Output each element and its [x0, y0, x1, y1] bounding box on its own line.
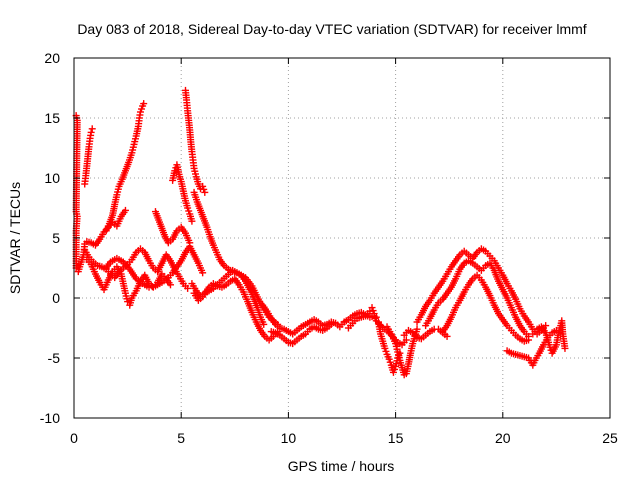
- data-point: [443, 332, 451, 340]
- chart-title: Day 083 of 2018, Sidereal Day-to-day VTE…: [77, 21, 586, 37]
- data-point: [166, 281, 174, 289]
- y-axis-label: SDTVAR / TECUs: [7, 182, 23, 294]
- y-tick-label: 15: [44, 110, 60, 126]
- y-tick-label: 10: [44, 170, 60, 186]
- x-tick-label: 5: [177, 430, 185, 446]
- data-point: [188, 217, 196, 225]
- data-point: [184, 284, 192, 292]
- data-point: [199, 269, 207, 277]
- data-point: [372, 313, 380, 321]
- y-tick-labels: -10 -5 0 5 10 15 20: [40, 50, 60, 426]
- data-point: [186, 239, 194, 247]
- data-point: [413, 325, 421, 333]
- axis-ticks: [73, 57, 611, 419]
- data-point: [140, 100, 148, 108]
- data-point: [260, 320, 268, 328]
- y-tick-label: -5: [48, 350, 61, 366]
- data-point: [525, 336, 533, 344]
- data-point: [561, 344, 569, 352]
- y-tick-label: -10: [40, 410, 60, 426]
- x-tick-label: 0: [70, 430, 78, 446]
- x-axis-label: GPS time / hours: [288, 458, 395, 474]
- x-tick-label: 25: [602, 430, 618, 446]
- x-tick-label: 15: [388, 430, 404, 446]
- y-tick-label: 0: [52, 290, 60, 306]
- y-tick-label: 5: [52, 230, 60, 246]
- y-tick-label: 20: [44, 50, 60, 66]
- data-point: [327, 320, 335, 328]
- data-points: [72, 86, 569, 379]
- data-point: [201, 188, 209, 196]
- grid: [74, 58, 610, 418]
- data-point: [402, 336, 410, 344]
- data-point: [121, 206, 129, 214]
- data-point: [87, 128, 95, 136]
- x-tick-labels: 0 5 10 15 20 25: [70, 430, 618, 446]
- x-tick-label: 10: [281, 430, 297, 446]
- data-point: [370, 310, 378, 318]
- x-tick-label: 20: [495, 430, 511, 446]
- data-point: [88, 125, 96, 133]
